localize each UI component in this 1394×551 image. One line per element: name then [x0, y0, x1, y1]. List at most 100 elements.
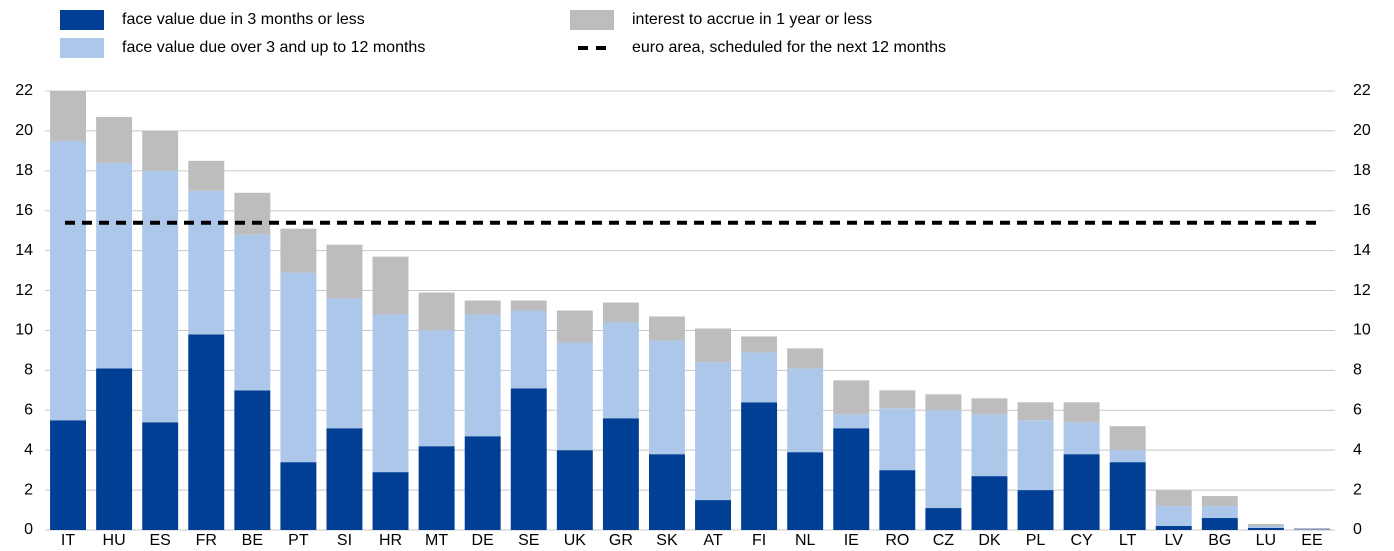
bar-segment	[234, 390, 271, 530]
y2-tick-label: 8	[1353, 362, 1362, 379]
bar-segment	[234, 234, 271, 391]
bar-segment	[1201, 496, 1238, 507]
bar-segment	[1155, 526, 1192, 530]
bar-segment	[96, 368, 133, 530]
bar-segment	[925, 394, 962, 411]
bar-segment	[602, 418, 639, 530]
bar-segment	[695, 328, 732, 363]
bar-segment	[1201, 518, 1238, 530]
bar-segment	[1201, 506, 1238, 519]
bar-segment	[556, 342, 593, 451]
bar-segment	[96, 162, 133, 369]
x-tick-label: LT	[1119, 532, 1137, 549]
x-tick-label: BE	[242, 532, 263, 549]
y2-tick-label: 6	[1353, 401, 1362, 418]
x-tick-label: CY	[1070, 532, 1093, 549]
bar-segment	[879, 390, 916, 409]
x-tick-label: PT	[288, 532, 309, 549]
bar-segment	[925, 508, 962, 530]
x-tick-label: IT	[61, 532, 75, 549]
bar-segment	[326, 298, 363, 429]
bar-segment	[1017, 420, 1054, 491]
x-tick-label: SI	[337, 532, 352, 549]
y2-tick-label: 16	[1353, 202, 1371, 219]
x-tick-label: LU	[1256, 532, 1276, 549]
bar-segment	[188, 334, 225, 530]
bar-segment	[372, 256, 409, 315]
bar-segment	[1155, 506, 1192, 527]
x-tick-label: SK	[656, 532, 678, 549]
x-tick-label: AT	[703, 532, 722, 549]
bar-segment	[418, 330, 455, 447]
bar-segment	[326, 428, 363, 530]
bar-segment	[556, 310, 593, 343]
bar-segment	[510, 310, 547, 389]
bar-segment	[418, 292, 455, 331]
x-tick-label: RO	[885, 532, 909, 549]
bar-segment	[1109, 426, 1146, 451]
bar-segment	[142, 170, 179, 423]
bar-segment	[464, 436, 501, 530]
bar-segment	[142, 130, 179, 171]
bar-segment	[1109, 462, 1146, 530]
bar-segment	[879, 470, 916, 530]
bar-segment	[787, 368, 824, 453]
y-tick-label: 20	[15, 122, 33, 139]
bar-segment	[464, 300, 501, 315]
bar-segment	[741, 402, 778, 530]
bar-segment	[1063, 402, 1100, 423]
legend-label: interest to accrue in 1 year or less	[632, 11, 872, 28]
bar-segment	[326, 244, 363, 299]
bar-segment	[1247, 524, 1284, 527]
y2-tick-label: 18	[1353, 162, 1371, 179]
x-tick-label: CZ	[933, 532, 955, 549]
bar-segment	[833, 380, 870, 415]
bar-segment	[280, 228, 317, 273]
bar-segment	[142, 422, 179, 530]
x-tick-label: EE	[1301, 532, 1322, 549]
bar-segment	[188, 160, 225, 191]
bar-segment	[1109, 450, 1146, 463]
bar-segment	[96, 116, 133, 163]
bar-segment	[464, 314, 501, 437]
x-tick-label: HU	[103, 532, 126, 549]
y-tick-label: 4	[24, 441, 33, 458]
y2-tick-label: 14	[1353, 242, 1371, 259]
bar-segment	[1247, 528, 1284, 530]
y2-tick-label: 0	[1353, 521, 1362, 538]
bar-segment	[1017, 490, 1054, 530]
bar-segment	[1155, 490, 1192, 507]
x-tick-label: BG	[1208, 532, 1231, 549]
bar-segment	[1063, 454, 1100, 530]
bar-segment	[372, 314, 409, 473]
bar-segment	[695, 362, 732, 501]
y2-tick-label: 20	[1353, 122, 1371, 139]
bar-segment	[971, 398, 1008, 415]
x-tick-label: LV	[1165, 532, 1184, 549]
x-tick-label: DE	[472, 532, 494, 549]
bar-segment	[1017, 402, 1054, 421]
legend-swatch	[570, 10, 614, 30]
bar-segment	[234, 192, 271, 235]
y-tick-label: 6	[24, 401, 33, 418]
x-tick-label: MT	[425, 532, 448, 549]
bar-segment	[1247, 526, 1284, 529]
x-tick-label: SE	[518, 532, 539, 549]
y-tick-label: 18	[15, 162, 33, 179]
x-tick-label: DK	[978, 532, 1001, 549]
y-tick-label: 0	[24, 521, 33, 538]
bar-segment	[510, 388, 547, 530]
bar-segment	[787, 348, 824, 369]
bar-segment	[879, 408, 916, 471]
y-tick-label: 22	[15, 82, 33, 99]
bar-segment	[280, 272, 317, 463]
x-tick-label: FI	[752, 532, 766, 549]
bar-segment	[971, 476, 1008, 530]
x-tick-label: PL	[1026, 532, 1046, 549]
bar-segment	[971, 414, 1008, 477]
y2-tick-label: 22	[1353, 82, 1371, 99]
bar-segment	[648, 316, 685, 341]
bar-segment	[1293, 528, 1330, 530]
y-tick-label: 14	[15, 242, 33, 259]
